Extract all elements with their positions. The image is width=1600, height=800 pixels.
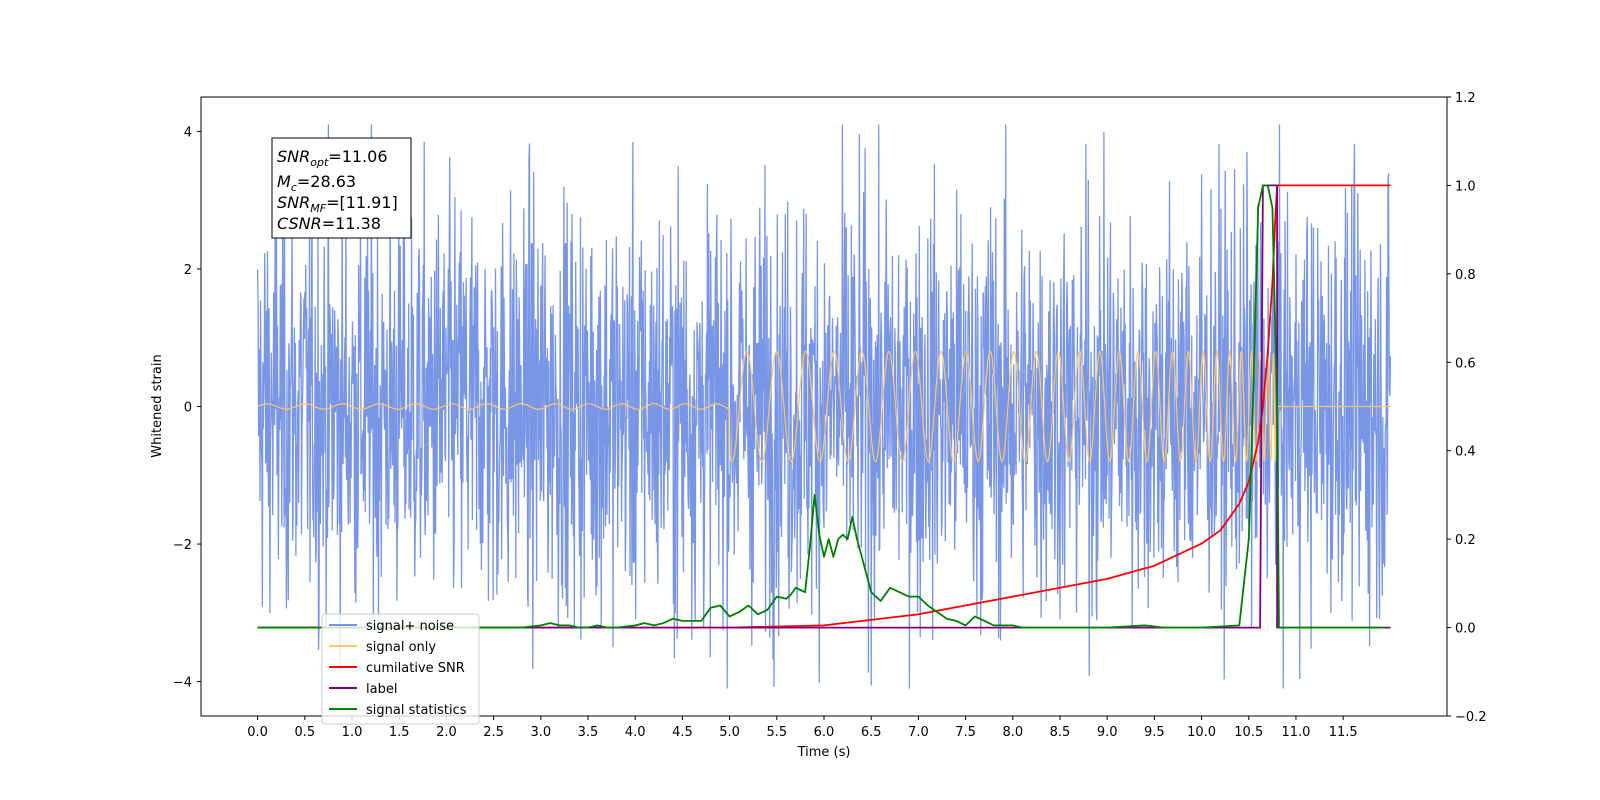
y-tick-label-left: 0	[184, 401, 192, 416]
x-tick-label: 2.5	[483, 725, 504, 740]
x-tick-label: 9.0	[1097, 725, 1118, 740]
x-tick-label: 6.5	[861, 725, 882, 740]
y-tick-label-right: 0.2	[1455, 533, 1476, 548]
y-tick-label-left: 4	[184, 125, 192, 140]
legend: signal+ noise signal only cumilative SNR la…	[321, 613, 480, 725]
y-tick-label-right: 0.0	[1455, 622, 1476, 637]
svg-text:SNRopt=11.06: SNRopt=11.06	[277, 147, 388, 169]
y-tick-label-left: −4	[173, 676, 192, 691]
y-tick-label-left: −2	[173, 538, 192, 553]
legend-label: signal+ noise	[366, 619, 454, 634]
x-tick-label: 11.0	[1281, 725, 1310, 740]
y-tick-label-right: 0.8	[1455, 268, 1476, 283]
legend-label: signal statistics	[366, 703, 467, 718]
y-tick-label-right: 0.6	[1455, 356, 1476, 371]
y-tick-label-right: 1.2	[1455, 91, 1476, 106]
y-tick-label-left: 2	[184, 263, 192, 278]
x-axis-label: Time (s)	[797, 745, 851, 760]
x-tick-label: 3.0	[530, 725, 551, 740]
x-tick-label: 1.0	[342, 725, 363, 740]
y-axis-label: Whitened strain	[150, 354, 165, 457]
legend-label: label	[366, 682, 397, 697]
annotation-box: SNRopt=11.06 Mc=28.63 SNRMF=[11.91] CSNR…	[271, 137, 412, 239]
y-axis-left: −4 −2 0 2 4	[173, 125, 201, 691]
x-axis: 0.0 0.5 1.0 1.5 2.0 2.5 3.0 3.5 4.0 4.5 5.0 5.5 6.0 6…	[247, 716, 1358, 740]
y-axis-right: −0.2 0.0 0.2 0.4 0.6 0.8 1.0 1.2	[1447, 91, 1487, 725]
x-tick-label: 3.5	[578, 725, 599, 740]
x-tick-label: 5.5	[766, 725, 787, 740]
x-tick-label: 9.5	[1144, 725, 1165, 740]
x-tick-label: 11.5	[1329, 725, 1358, 740]
y-tick-label-right: 0.4	[1455, 445, 1476, 460]
svg-text:SNRMF=[11.91]: SNRMF=[11.91]	[277, 193, 398, 215]
x-tick-label: 5.0	[719, 725, 740, 740]
legend-label: signal only	[366, 640, 436, 655]
legend-label: cumilative SNR	[366, 661, 465, 676]
series-layer	[256, 124, 1392, 689]
series-signal-only	[257, 349, 1391, 464]
x-tick-label: 6.0	[814, 725, 835, 740]
x-tick-label: 4.5	[672, 725, 693, 740]
x-tick-label: 0.0	[247, 725, 268, 740]
x-tick-label: 4.0	[625, 725, 646, 740]
x-tick-label: 8.0	[1002, 725, 1023, 740]
series-cumilative-snr	[257, 184, 1391, 629]
series-signal-noise	[256, 124, 1392, 689]
y-tick-label-right: 1.0	[1455, 179, 1476, 194]
x-tick-label: 10.5	[1234, 725, 1263, 740]
x-tick-label: 7.5	[955, 725, 976, 740]
y-tick-label-right: −0.2	[1455, 710, 1487, 725]
x-tick-label: 2.0	[436, 725, 457, 740]
x-tick-label: 8.5	[1050, 725, 1071, 740]
svg-text:CSNR=11.38: CSNR=11.38	[277, 214, 381, 233]
x-tick-label: 1.5	[389, 725, 410, 740]
x-tick-label: 10.0	[1187, 725, 1216, 740]
x-tick-label: 7.0	[908, 725, 929, 740]
series-signal-statistics	[257, 184, 1386, 629]
svg-text:Mc=28.63: Mc=28.63	[277, 172, 356, 194]
x-tick-label: 0.5	[294, 725, 315, 740]
